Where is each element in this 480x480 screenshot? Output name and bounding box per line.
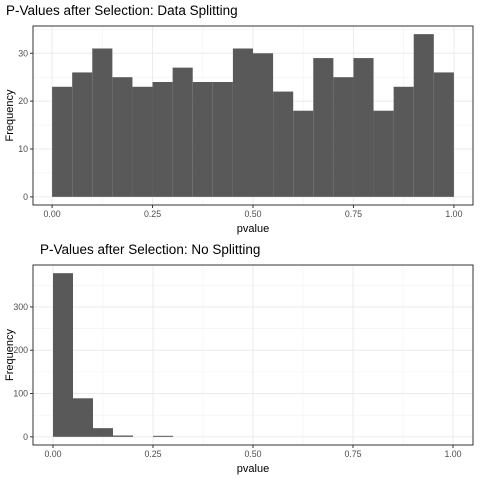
histogram-bar: [373, 110, 394, 197]
chart-title-2: P-Values after Selection: No Splitting: [40, 242, 261, 257]
histogram-bar: [153, 435, 173, 437]
histogram-bar: [93, 428, 113, 437]
histogram-bar: [212, 81, 233, 197]
histogram-bar: [172, 67, 193, 197]
x-tick-label: 0.50: [244, 209, 261, 219]
y-tick-label: 200: [13, 345, 28, 355]
histogram-bar: [413, 34, 434, 197]
histogram-bar: [393, 86, 414, 197]
y-tick-label: 10: [18, 144, 28, 154]
histogram-bar: [273, 91, 294, 197]
y-tick-label: 0: [23, 432, 28, 442]
x-tick-label: 0.25: [144, 209, 161, 219]
x-tick-label: 0.75: [344, 449, 361, 459]
x-tick-label: 1.00: [445, 209, 462, 219]
y-axis-label: Frequency: [4, 89, 16, 141]
histogram-bar: [232, 48, 253, 197]
y-tick-label: 100: [13, 389, 28, 399]
histogram-bar: [113, 435, 133, 437]
histogram-bar: [73, 398, 93, 437]
y-tick-label: 300: [13, 302, 28, 312]
histogram-bar: [353, 58, 374, 197]
histogram-bar: [53, 273, 73, 437]
histogram-bar: [333, 77, 354, 197]
x-tick-label: 0.25: [144, 449, 161, 459]
histogram-bar: [72, 72, 93, 197]
x-tick-label: 0.50: [244, 449, 261, 459]
histogram-bar: [152, 81, 173, 197]
chart-title-1: P-Values after Selection: Data Splitting: [6, 3, 238, 18]
histogram-bar: [313, 58, 334, 197]
y-tick-label: 30: [18, 48, 28, 58]
x-tick-label: 0.75: [345, 209, 362, 219]
histogram-bar: [192, 81, 213, 197]
x-tick-label: 0.00: [44, 449, 61, 459]
histogram-bar: [253, 53, 274, 197]
histogram-bar: [433, 72, 454, 197]
histogram-bar: [92, 48, 113, 197]
histogram-bar: [112, 77, 133, 197]
y-tick-label: 20: [18, 96, 28, 106]
y-axis-label: Frequency: [4, 329, 16, 381]
x-axis-label: pvalue: [237, 223, 269, 235]
x-tick-label: 1.00: [444, 449, 461, 459]
histogram-bar: [52, 86, 73, 197]
chart-2: 0.00 0.25 0.50 0.75 1.00 0 100 200 300 pvalue Freq…: [4, 264, 474, 475]
x-tick-label: 0.00: [44, 209, 61, 219]
histogram-bar: [132, 86, 153, 197]
histogram-bar: [293, 110, 314, 197]
chart-1: 0.00 0.25 0.50 0.75 1.00 0 10 20 30 pvalue Frequen…: [4, 25, 474, 235]
x-axis-label: pvalue: [237, 463, 269, 475]
y-tick-label: 0: [23, 192, 28, 202]
